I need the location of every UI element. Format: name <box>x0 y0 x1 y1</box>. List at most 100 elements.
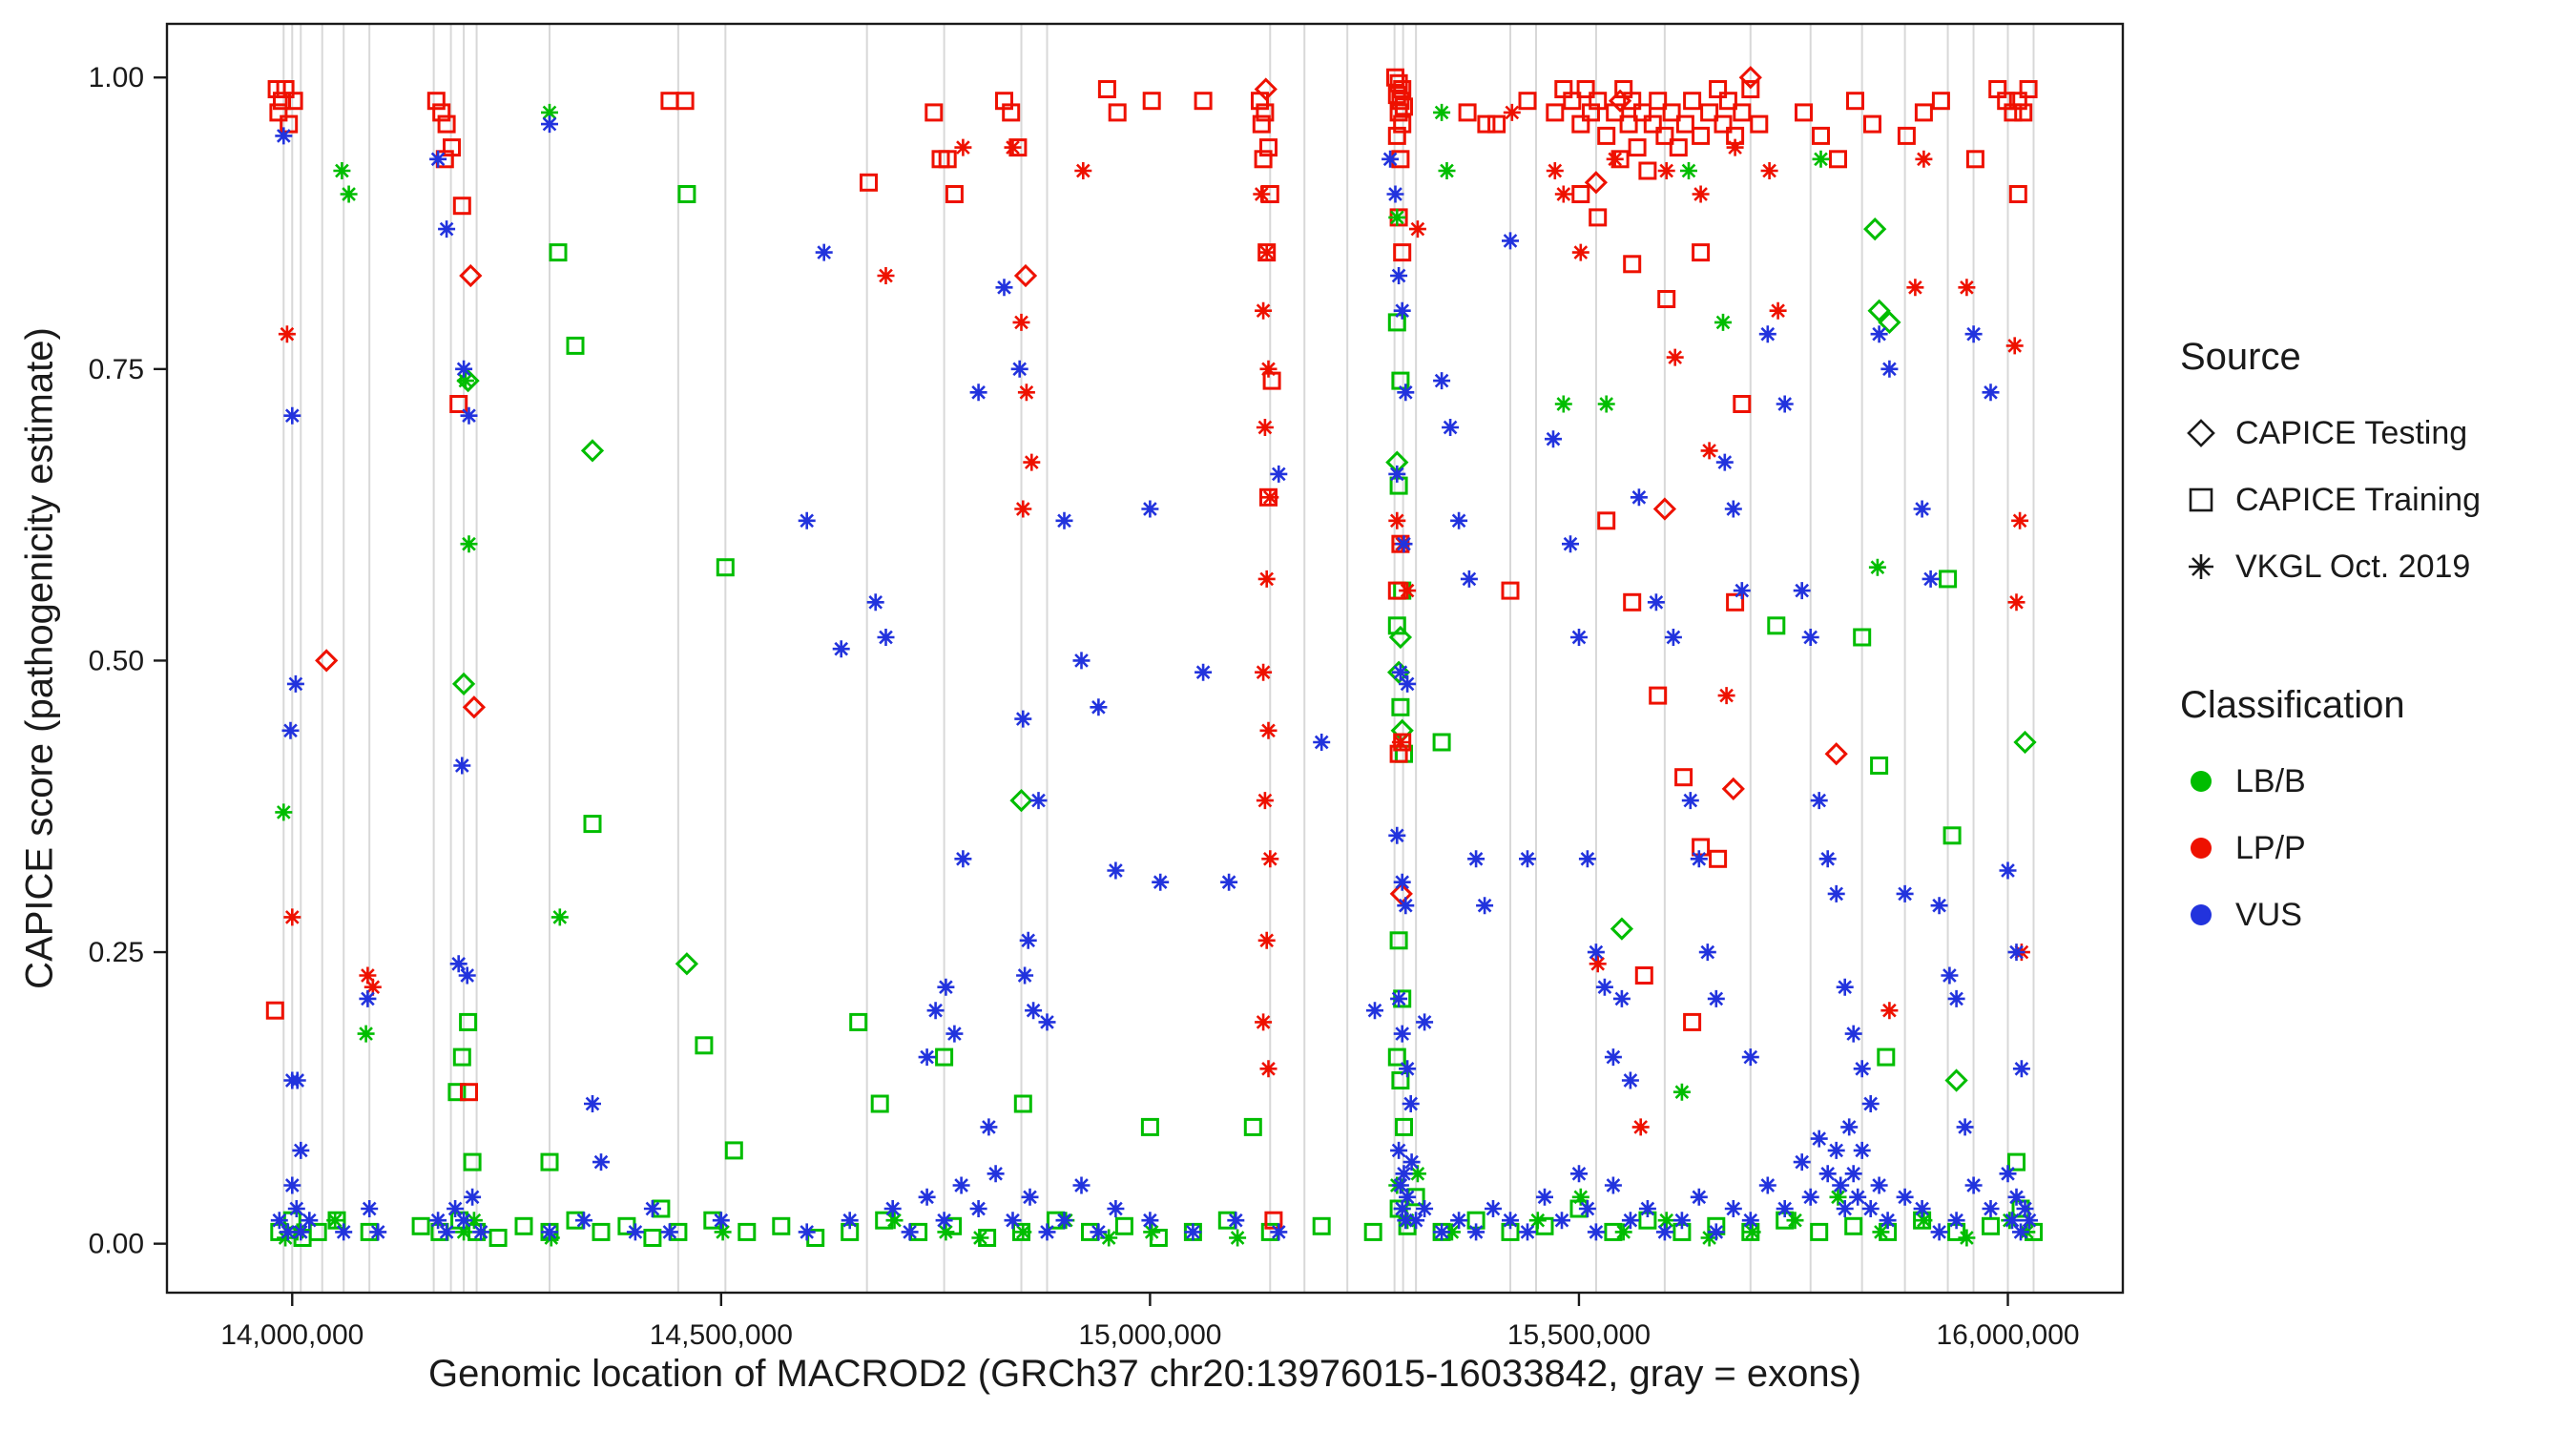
data-point <box>1141 1212 1159 1230</box>
data-point <box>1589 208 1608 227</box>
legend-panel: Source CAPICE Testing CAPICE Training VK… <box>2180 336 2481 948</box>
data-point <box>1915 150 1933 168</box>
data-point <box>1519 850 1536 868</box>
data-point <box>1487 114 1506 134</box>
data-point <box>1390 267 1408 284</box>
data-point <box>1589 955 1607 973</box>
data-point <box>1853 1060 1871 1078</box>
data-point <box>1433 1223 1451 1241</box>
data-point <box>364 978 382 996</box>
legend-item-label: CAPICE Testing <box>2235 414 2468 451</box>
data-point <box>592 1153 610 1172</box>
data-point <box>1545 430 1562 448</box>
y-axis-tick-label: 0.75 <box>89 354 144 385</box>
data-point <box>1897 126 1916 145</box>
data-point <box>1004 138 1022 156</box>
data-point <box>292 1141 310 1159</box>
data-point <box>969 384 987 402</box>
data-point <box>1256 419 1274 436</box>
data-point <box>1982 1200 2000 1217</box>
legend-item-label: VUS <box>2235 896 2302 933</box>
data-point <box>1393 1200 1411 1217</box>
data-point <box>1870 325 1888 343</box>
data-point <box>340 185 358 203</box>
data-point <box>1387 1047 1406 1067</box>
data-point <box>1810 1222 1829 1241</box>
data-point <box>1939 570 1958 589</box>
data-point <box>1767 616 1786 635</box>
data-point <box>1786 1212 1804 1230</box>
data-point <box>1664 629 1682 646</box>
data-point <box>1397 384 1415 402</box>
data-point <box>2011 511 2029 529</box>
data-point <box>1717 687 1735 705</box>
data-point <box>1913 1200 1931 1217</box>
data-point <box>1714 313 1732 331</box>
legend-item-vkgl: VKGL Oct. 2019 <box>2180 533 2481 600</box>
data-point <box>643 1200 661 1217</box>
data-point <box>1450 1212 1468 1230</box>
data-point <box>2012 1060 2030 1078</box>
data-point <box>1038 1223 1056 1241</box>
data-point <box>432 103 451 122</box>
data-point <box>1389 476 1408 495</box>
data-point <box>452 1047 471 1067</box>
data-point <box>1571 114 1590 134</box>
data-point <box>1012 313 1030 331</box>
data-point <box>945 1025 964 1043</box>
data-point <box>1999 1165 2017 1183</box>
data-point <box>1259 138 1278 157</box>
data-point <box>1631 1118 1650 1136</box>
data-point <box>1999 861 2017 880</box>
data-point <box>462 695 487 719</box>
data-point <box>1416 1200 1434 1217</box>
data-point <box>1389 881 1413 906</box>
data-point <box>292 1223 310 1241</box>
data-point <box>1614 1223 1632 1241</box>
data-point <box>1252 114 1271 134</box>
data-point <box>541 1223 558 1241</box>
data-point <box>1915 1212 1933 1230</box>
data-point <box>283 406 301 425</box>
data-point <box>1965 150 1984 169</box>
data-point <box>488 1229 508 1247</box>
data-point <box>1982 1216 2000 1235</box>
data-point <box>1758 325 1776 343</box>
data-point <box>1407 1212 1425 1230</box>
data-point <box>885 1212 904 1230</box>
data-point <box>1964 325 1983 343</box>
data-point <box>429 1212 447 1230</box>
data-point <box>1906 279 1924 297</box>
data-point <box>1692 243 1711 262</box>
data-point <box>1184 1223 1202 1241</box>
data-point <box>449 955 467 973</box>
data-point <box>1571 185 1590 203</box>
data-point <box>1395 1117 1413 1136</box>
data-point <box>1741 1048 1759 1067</box>
data-point <box>1390 1141 1408 1159</box>
data-point <box>1776 1200 1794 1217</box>
lpp-dot-icon <box>2191 838 2212 859</box>
data-point <box>1672 1083 1691 1101</box>
data-point <box>1606 150 1624 168</box>
data-point <box>1256 792 1274 810</box>
x-axis-tick-label: 15,000,000 <box>1078 1319 1221 1351</box>
data-point <box>278 325 296 343</box>
data-point <box>2013 730 2037 755</box>
data-point <box>1733 582 1751 600</box>
data-point <box>1587 1223 1605 1241</box>
data-point <box>1662 103 1681 122</box>
data-point <box>1393 873 1411 891</box>
data-point <box>901 1223 919 1241</box>
data-point <box>1947 1212 1965 1230</box>
data-point <box>1827 884 1845 902</box>
data-point <box>935 1047 954 1067</box>
data-point <box>1388 826 1406 844</box>
data-point <box>798 511 816 529</box>
data-point <box>1502 1212 1519 1230</box>
data-point <box>270 1212 288 1230</box>
data-point <box>1408 220 1426 238</box>
data-point <box>1229 1229 1247 1247</box>
data-point <box>1589 92 1608 111</box>
